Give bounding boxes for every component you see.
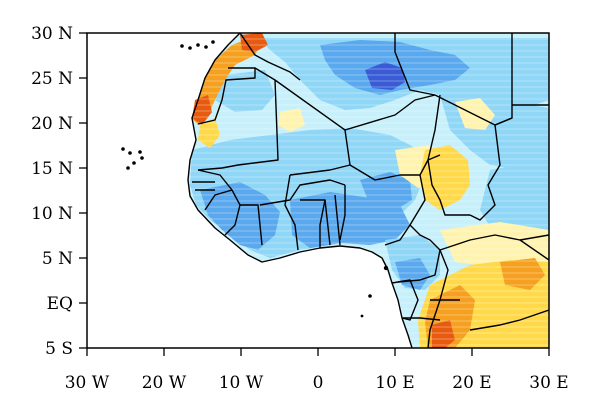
border-chad-cameroon (427, 94, 470, 216)
streak-texture (87, 33, 549, 348)
bioko-island (383, 265, 389, 271)
border-angola-north (402, 317, 441, 321)
y-axis: 30 N 25 N 20 N 15 N 10 N 5 N EQ 5 S (31, 24, 87, 359)
y-tick-label: 15 N (31, 159, 73, 179)
border-south-east (430, 299, 549, 331)
y-tick-label: 5 N (42, 249, 73, 269)
islands (121, 40, 389, 318)
canary-islands-5 (211, 40, 215, 44)
border-mauritania (197, 67, 279, 171)
y-tick-label: EQ (47, 294, 73, 314)
y-tick-label: 20 N (31, 114, 73, 134)
border-senegal-gambia (192, 181, 215, 191)
country-borders (187, 33, 549, 348)
border-drc-east (519, 239, 549, 261)
cape-verde-5 (132, 161, 136, 165)
x-tick-label: 0 (313, 373, 324, 393)
x-tick-label: 30 W (65, 373, 110, 393)
border-niger-south (349, 154, 441, 181)
cape-verde-1 (121, 147, 125, 151)
x-tick-label: 20 E (452, 373, 491, 393)
border-car (439, 234, 549, 251)
y-tick-label: 25 N (31, 69, 73, 89)
border-libya (394, 33, 436, 96)
x-axis: 30 W 20 W 10 W 0 10 E 20 E 30 E (65, 348, 569, 393)
border-sudan (469, 105, 513, 221)
y-tick-label: 30 N (31, 24, 73, 44)
cape-verde-2 (128, 151, 132, 155)
cape-verde-4 (140, 156, 144, 160)
border-gabon (391, 279, 419, 321)
y-tick-label: 10 N (31, 204, 73, 224)
annobon-island (360, 314, 364, 318)
anomaly-shading (87, 33, 549, 348)
x-tick-label: 10 E (375, 373, 414, 393)
cape-verde-3 (138, 150, 142, 154)
canary-islands-1 (180, 44, 184, 48)
x-tick-label: 10 W (219, 373, 264, 393)
map-plot-area (87, 33, 549, 348)
border-morocco-algeria (239, 33, 301, 81)
border-west-africa-2 (204, 189, 241, 236)
sao-tome-island (368, 294, 372, 298)
canary-islands-2 (188, 46, 192, 50)
border-togo-benin (324, 194, 341, 246)
border-burkina (259, 179, 346, 206)
y-tick-label: 5 S (45, 339, 73, 359)
border-niger-algeria (344, 94, 436, 131)
canary-islands-4 (204, 45, 208, 49)
coastline (187, 33, 413, 348)
cape-verde-6 (126, 166, 130, 170)
border-ivory-ghana (284, 174, 326, 251)
x-tick-label: 20 W (142, 373, 187, 393)
canary-islands-3 (196, 43, 200, 47)
x-tick-label: 30 E (529, 373, 568, 393)
